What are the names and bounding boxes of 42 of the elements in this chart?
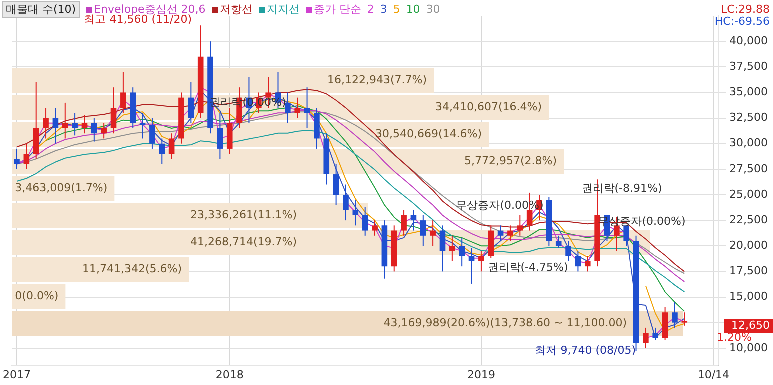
text: 30	[426, 3, 440, 16]
y-tick-label: 10,000	[730, 341, 768, 354]
band-label: 11,741,342(5.6%)	[82, 262, 182, 276]
y-tick-label: 35,000	[730, 86, 768, 99]
annotation: HC:-69.56	[714, 14, 770, 28]
band-label: 41,268,714(19.7%)	[190, 236, 297, 249]
y-tick-label: 27,500	[730, 162, 768, 176]
legend-label: 지지선	[266, 3, 300, 16]
text: 2	[367, 3, 374, 16]
y-tick-label: 37,500	[730, 60, 768, 73]
text: 3	[380, 3, 388, 16]
legend-label: Envelope중심선 20,6	[94, 3, 206, 16]
text: 5	[393, 3, 400, 16]
x-tick-label: 10/14	[698, 368, 730, 382]
chart-title: 매물대 수(10)	[2, 1, 80, 18]
legend-label: 저항선	[220, 3, 253, 16]
text: LC:29.88	[720, 2, 770, 16]
y-tick-label: 22,500	[730, 213, 768, 226]
x-tick-label: 2017	[2, 368, 31, 382]
y-tick-label: 32,500	[730, 111, 768, 124]
band-label: 0(0.0%)	[15, 290, 59, 303]
x-tick-label: 2019	[467, 368, 496, 382]
annotation: 1.20%	[717, 330, 752, 344]
y-tick-label: 25,000	[730, 188, 768, 201]
y-tick-label: 30,000	[730, 136, 768, 150]
annotation: 최저 9,740 (08/05)	[535, 344, 636, 357]
legend-title: 종가 단순	[314, 3, 362, 16]
text: 10	[406, 3, 420, 16]
band-label: 30,540,669(14.6%)	[375, 128, 482, 141]
band-label: 3,463,009(1.7%)	[15, 182, 108, 195]
annotation: 권리락(-4.75%)	[488, 260, 568, 274]
band-label: 5,772,957(2.8%)	[464, 154, 557, 168]
band-label: 23,336,261(11.1%)	[190, 208, 297, 222]
x-tick-label: 2018	[216, 368, 244, 382]
y-tick-label: 17,500	[730, 264, 768, 278]
band-label: 16,122,943(7.7%)	[327, 74, 427, 87]
band-label: 34,410,607(16.4%)	[435, 100, 542, 114]
y-tick-label: 15,000	[730, 290, 768, 304]
text: 12,650	[732, 318, 770, 332]
band-label: 43,169,989(20.6%)(13,738.60 ~ 11,100.00)	[384, 316, 627, 330]
y-tick-label: 40,000	[730, 34, 768, 48]
y-tick-label: 20,000	[730, 238, 768, 252]
